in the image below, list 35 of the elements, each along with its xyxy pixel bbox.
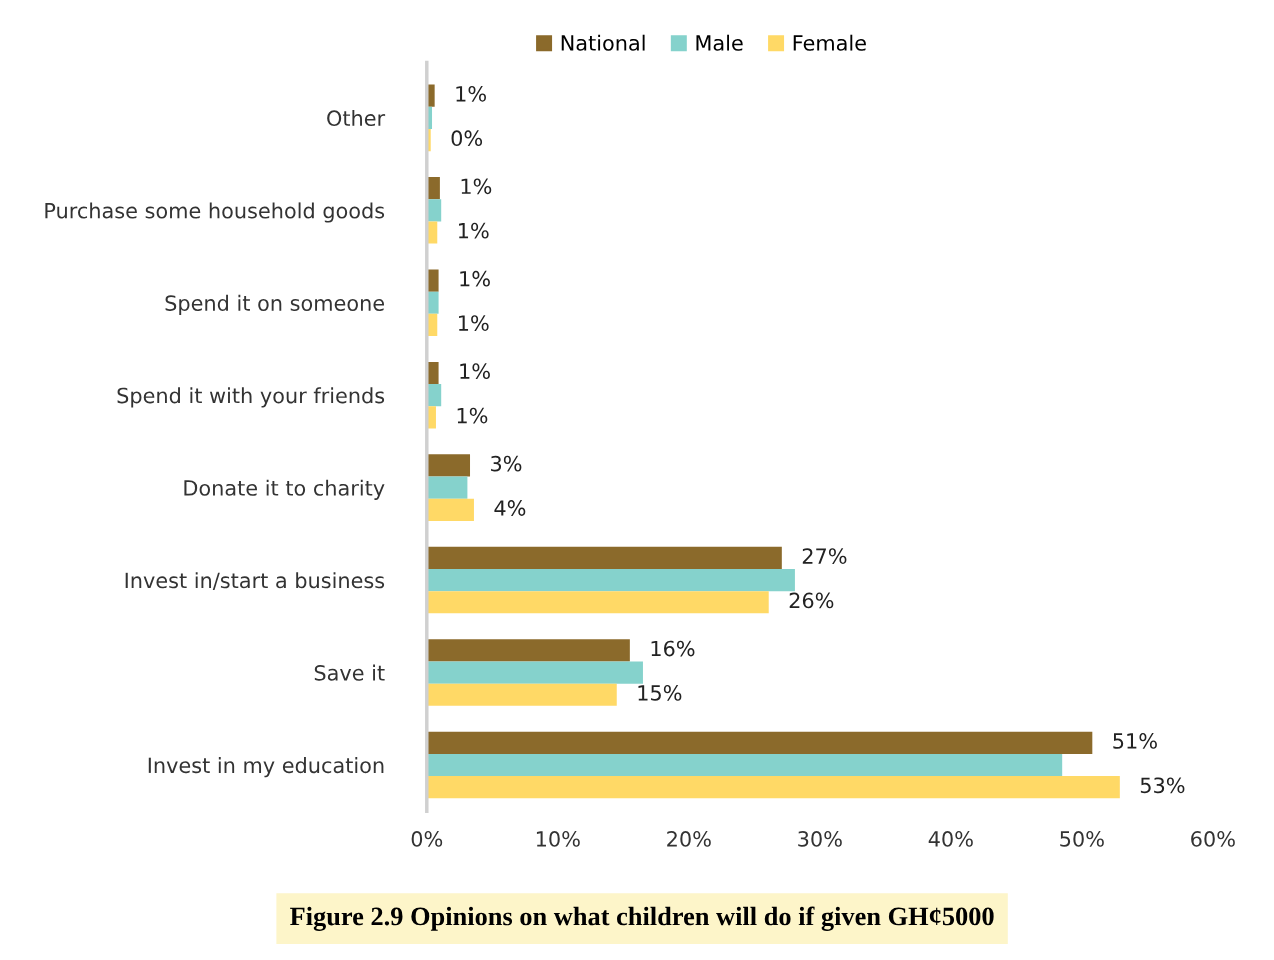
data-label: 3% [491,455,522,472]
data-label: 27% [802,548,847,564]
data-label: 1% [459,315,489,331]
text: Figure 2.9 Opinions on what children will do if given GH¢5000 [290,906,994,931]
data-label: 51% [1113,733,1157,749]
y-tick-label: Purchase some household goods [45,202,385,223]
y-tick-label: Donate it to charity [184,479,385,500]
data-label: 1% [457,407,488,424]
y-tick-label: Spend it on someone [165,294,385,315]
data-label: 0% [451,130,483,147]
legend-label: Female [793,34,866,51]
data-label: 1% [460,270,490,287]
x-tick-label: 20% [667,831,711,847]
y-tick-label: Spend it with your friends [117,387,385,408]
y-tick-label: Save it [314,664,385,681]
x-tick-label: 40% [928,831,973,847]
data-label: 1% [456,85,486,102]
y-tick-label: Invest in my education [148,757,384,778]
x-tick-label: 0% [411,831,443,847]
data-label: 16% [651,640,695,657]
data-label: 15% [638,685,682,701]
y-tick-label: Invest in/start a business [125,572,385,590]
data-label: 1% [460,363,490,380]
y-tick-label: Other [327,109,386,127]
x-tick-label: 10% [536,831,580,847]
data-label: 4% [494,500,526,516]
x-tick-label: 50% [1060,831,1104,847]
x-tick-label: 30% [798,831,842,847]
data-label: 26% [789,592,834,609]
data-label: 1% [461,178,492,195]
data-label: 1% [459,222,489,239]
legend-label: National [561,34,645,51]
legend-label: Male [696,34,743,51]
x-tick-label: 60% [1191,831,1235,847]
data-label: 53% [1140,777,1185,794]
